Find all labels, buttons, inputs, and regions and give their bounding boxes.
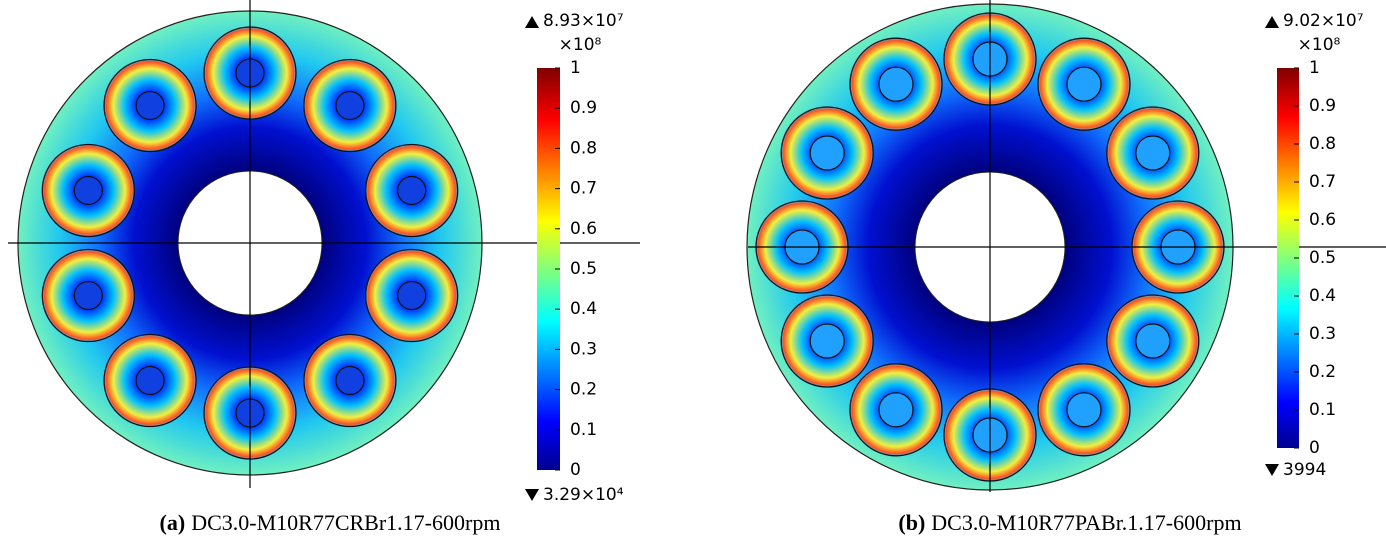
colorbar-tick-label: 0.6 [570,219,597,239]
colorbar-tick-label: 0.6 [1309,210,1336,230]
rotor [809,135,845,171]
colorbar-tick-label: 0 [570,460,581,480]
rotor [135,90,165,121]
colorbar-tick-label: 0.2 [570,380,597,400]
max-label: 9.02×10⁷ [1283,11,1364,31]
colorbar-tick-label: 0.9 [570,98,597,118]
scale-label: ×10⁸ [559,35,602,55]
rotor [878,392,914,428]
caption-text: DC3.0-M10R77PABr.1.17-600rpm [931,510,1241,535]
rotor [73,175,103,206]
max-marker [1265,16,1279,28]
colorbar-tick-label: 0.3 [570,339,597,359]
caption: (a) DC3.0-M10R77CRBr1.17-600rpm [160,510,501,535]
colorbar-tick-label: 0.4 [570,299,597,319]
colorbar-tick-label: 1 [570,58,581,78]
rotor [397,175,427,206]
scale-label: ×10⁸ [1298,35,1341,55]
caption-label: (b) [898,510,925,535]
min-marker [1265,464,1279,476]
min-marker [525,489,539,501]
colorbar-tick-label: 0.5 [570,259,597,279]
caption: (b) DC3.0-M10R77PABr.1.17-600rpm [898,510,1241,535]
max-marker [525,16,539,28]
colorbar-tick-label: 0.5 [1309,248,1336,268]
caption-text: DC3.0-M10R77CRBr1.17-600rpm [191,510,500,535]
colorbar [1277,68,1299,448]
rotor [73,280,103,311]
colorbar-tick-label: 0.7 [1309,172,1336,192]
colorbar-tick-label: 0.8 [570,138,597,158]
colorbar-tick-label: 0.3 [1309,324,1336,344]
rotor [1066,66,1102,102]
rotor [1135,135,1171,171]
min-label: 3994 [1283,460,1326,480]
rotor [335,90,365,121]
colorbar [537,68,560,470]
max-label: 8.93×10⁷ [543,11,624,31]
colorbar-tick-label: 1 [1309,58,1320,78]
caption-label: (a) [160,510,186,535]
colorbar-tick-label: 0.1 [570,420,597,440]
rotor [1066,392,1102,428]
min-label: 3.29×10⁴ [543,485,624,505]
colorbar-tick-label: 0.4 [1309,286,1336,306]
rotor [135,365,165,396]
rotor [878,66,914,102]
rotor [397,280,427,311]
rotor [335,365,365,396]
rotor [809,323,845,359]
colorbar-tick-label: 0.8 [1309,134,1336,154]
rotor [1135,323,1171,359]
colorbar-tick-label: 0.7 [570,179,597,199]
colorbar-tick-label: 0.9 [1309,96,1336,116]
colorbar-tick-label: 0 [1309,438,1320,458]
colorbar-tick-label: 0.1 [1309,400,1336,420]
colorbar-tick-label: 0.2 [1309,362,1336,382]
